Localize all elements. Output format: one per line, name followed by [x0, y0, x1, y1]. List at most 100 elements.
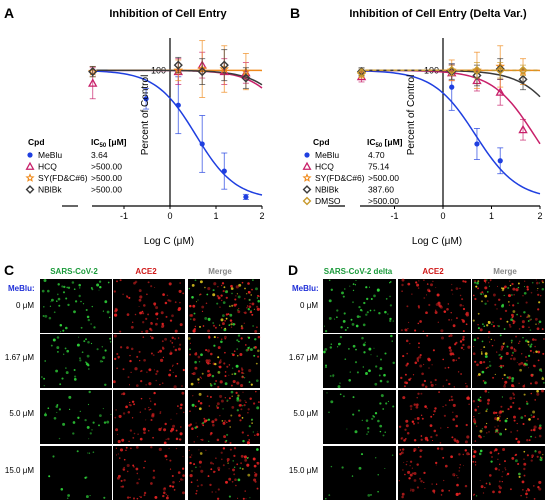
legend-label: MeBlu [38, 150, 62, 160]
chart-b-ylabel: Percent of Control [406, 75, 417, 156]
panel-d-col-red: ACE2 [422, 267, 444, 276]
red-channel-tile [398, 334, 471, 389]
data-point-dmso [356, 68, 367, 78]
data-point-meblu [474, 141, 480, 147]
legend-ic50-value: 4.70 [368, 150, 385, 160]
legend-label: NBlBk [315, 185, 339, 195]
legend-ic50-value: 3.64 [91, 150, 108, 160]
legend-label: NBlBk [38, 185, 62, 195]
panel-d-col-green: SARS-CoV-2 delta [324, 267, 393, 276]
legend-label: HCQ [315, 162, 334, 172]
x-tick-label: 1 [489, 211, 494, 221]
panel-c-row-2: 5.0 μM [9, 409, 34, 418]
panel-d-row-title: MeBlu: [292, 284, 319, 293]
legend-label: HCQ [38, 162, 57, 172]
panel-c-col-red: ACE2 [135, 267, 157, 276]
green-channel-tile [40, 279, 112, 333]
data-point-nblbk [197, 67, 207, 77]
legend-marker-sy-fd-c-6- [25, 173, 35, 182]
x-tick-label: -1 [120, 211, 128, 221]
microscopy-grid-c [40, 279, 261, 500]
data-point-dmso [472, 65, 482, 75]
legend-ic50-value: >500.00 [91, 185, 122, 195]
panel-d-row-2: 5.0 μM [293, 409, 318, 418]
legend-b-header-cpd: Cpd [313, 137, 330, 147]
red-channel-tile [398, 390, 471, 444]
data-point-hcq [495, 87, 505, 96]
merge-tile [472, 334, 545, 388]
data-point-dmso [518, 65, 528, 75]
legend-b-header-ic50: IC50 [μM] [367, 137, 403, 149]
data-point-meblu [221, 168, 227, 174]
data-point-dmso [447, 65, 457, 75]
data-point-nblbk [88, 67, 98, 77]
panel-d-row-0: 0 μM [300, 301, 318, 310]
legend-marker-meblu [304, 152, 310, 158]
legend-a-header-ic50: IC50 [μM] [91, 137, 127, 149]
legend-marker-meblu [27, 152, 33, 158]
red-channel-tile [112, 334, 185, 389]
legend-marker-nblbk [25, 185, 35, 194]
fit-curve-meblu [96, 70, 263, 196]
panel-letter-c: C [4, 262, 14, 278]
legend-ic50-value: 387.60 [368, 185, 394, 195]
data-point-meblu [199, 141, 205, 147]
x-tick-label: 0 [167, 211, 172, 221]
data-point-nblbk [518, 74, 528, 84]
panel-d-col-merge: Merge [493, 267, 517, 276]
data-point-meblu [449, 84, 455, 90]
chart-a-title: Inhibition of Cell Entry [109, 8, 227, 20]
data-point-nblbk [219, 60, 229, 70]
legend-label: DMSO [315, 196, 341, 206]
fit-curve-hcq [365, 69, 541, 145]
microscopy-grid-d [323, 278, 545, 500]
merge-tile [188, 446, 260, 500]
x-tick-label: 0 [440, 211, 445, 221]
green-channel-tile [40, 446, 112, 500]
green-channel-tile [40, 390, 112, 444]
x-tick-label: 1 [213, 211, 218, 221]
legend-marker-dmso [302, 196, 312, 206]
merge-tile [187, 334, 261, 389]
chart-a-xlabel: Log C (μM) [144, 236, 194, 247]
green-channel-tile [323, 390, 396, 444]
green-channel-tile [323, 279, 396, 333]
panel-c-row-3: 15.0 μM [5, 466, 34, 475]
legend-a-header-cpd: Cpd [28, 137, 45, 147]
legend-ic50-value: >500.00 [91, 173, 122, 183]
panel-d-row-1: 1.67 μM [289, 353, 318, 362]
data-point-nblbk [173, 60, 183, 70]
legend-marker-hcq [302, 161, 312, 170]
red-channel-tile [113, 390, 185, 445]
data-point-meblu [175, 102, 181, 108]
panel-letter-d: D [288, 262, 298, 278]
chart-b-title: Inhibition of Cell Entry (Delta Var.) [349, 8, 527, 20]
legend-ic50-value: >500.00 [91, 162, 122, 172]
data-point-hcq [88, 78, 98, 87]
panel-c-col-merge: Merge [208, 267, 232, 276]
chart-a-ylabel: Percent of Control [140, 75, 151, 156]
merge-tile [188, 279, 260, 333]
legend-marker-sy-fd-c-6- [302, 173, 312, 182]
merge-tile [188, 390, 260, 445]
data-point-meblu [143, 96, 149, 102]
fit-curve-meblu [365, 70, 541, 195]
legend-label: SY(FD&C#6) [315, 173, 365, 183]
panel-c-row-title: MeBlu: [8, 284, 35, 293]
red-channel-tile [113, 445, 185, 500]
data-point-dmso [495, 65, 505, 75]
green-channel-tile [323, 334, 396, 389]
merge-tile [472, 279, 545, 334]
data-point-meblu [243, 194, 249, 200]
legend-b: Cpd IC50 [μM] MeBlu 4.70 HCQ 75.14SY(FD&C#6… [302, 137, 403, 206]
chart-b-xlabel: Log C (μM) [412, 236, 462, 247]
panel-c-col-green: SARS-CoV-2 [50, 267, 98, 276]
data-point-nblbk [241, 73, 251, 83]
legend-marker-hcq [25, 161, 35, 170]
x-tick-label: 2 [537, 211, 542, 221]
data-point-hcq [518, 124, 528, 134]
legend-ic50-value: 75.14 [368, 162, 390, 172]
